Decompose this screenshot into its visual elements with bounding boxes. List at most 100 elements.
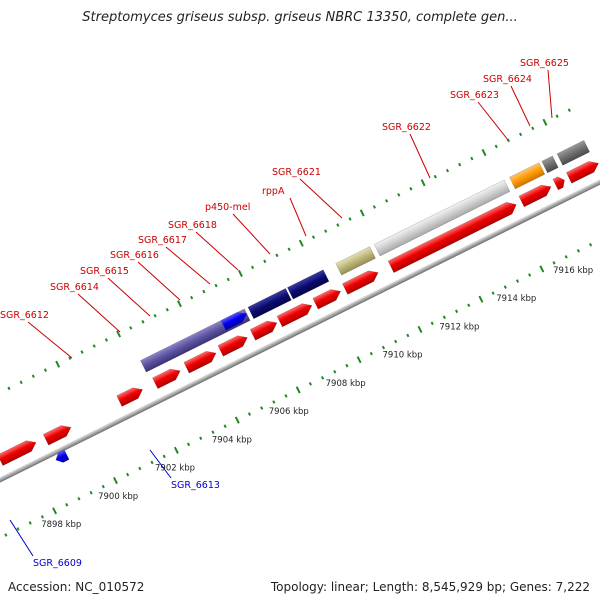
gene-feature[interactable] <box>140 308 251 373</box>
gene-feature[interactable] <box>276 300 315 328</box>
gene-feature[interactable] <box>342 267 380 295</box>
gene-feature[interactable] <box>312 286 343 310</box>
gene-label: SGR_6624 <box>483 74 532 85</box>
gene-feature[interactable] <box>247 288 292 320</box>
scale-tick <box>531 126 535 131</box>
gene-feature[interactable] <box>0 437 39 466</box>
scale-tick <box>470 156 474 161</box>
scale-tick <box>478 295 484 303</box>
scale-tick <box>199 436 203 441</box>
sequence-backbone <box>0 176 600 581</box>
scale-tick <box>503 285 507 289</box>
scale-tick <box>28 521 32 525</box>
scale-tick <box>101 484 105 489</box>
gene-feature[interactable] <box>565 158 600 184</box>
scale-tick <box>226 277 230 282</box>
leader-line <box>107 277 151 317</box>
scale-tick <box>321 376 325 380</box>
gene-feature[interactable] <box>541 155 559 174</box>
gene-feature[interactable] <box>42 422 73 446</box>
scale-tick <box>345 363 349 368</box>
gene-feature[interactable] <box>287 269 330 300</box>
gene-feature[interactable] <box>373 179 511 257</box>
scale-tick <box>336 223 340 227</box>
scale-labels: 7898 kbp 7900 kbp 7902 kbp 7904 kbp 7906 kbp… <box>41 266 593 530</box>
scale-tick <box>260 406 264 410</box>
scale-tick <box>576 249 580 253</box>
genome-summary-text: Topology: linear; Length: 8,545,929 bp; … <box>270 580 590 594</box>
upper-tick-row <box>7 108 571 391</box>
scale-tick <box>397 193 401 197</box>
scale-tick <box>369 351 373 356</box>
leader-line <box>149 449 172 479</box>
gene-label: SGR_6625 <box>520 58 569 69</box>
scale-tick <box>542 118 548 126</box>
scale-tick <box>417 325 423 333</box>
gene-feature[interactable] <box>220 309 249 331</box>
scale-tick <box>420 179 426 187</box>
gene-label: SGR_6614 <box>50 282 99 293</box>
scale-tick <box>481 148 487 157</box>
scale-label: 7900 kbp <box>98 492 138 502</box>
leader-line <box>77 293 121 333</box>
scale-tick <box>141 320 145 324</box>
scale-tick <box>372 205 376 209</box>
gene-feature[interactable] <box>335 246 376 276</box>
scale-label: 7910 kbp <box>383 351 423 361</box>
gene-feature[interactable] <box>217 332 250 357</box>
scale-label: 7906 kbp <box>269 407 309 417</box>
leader-line <box>289 197 307 237</box>
scale-tick <box>52 507 58 515</box>
scale-label: 7912 kbp <box>439 322 479 332</box>
scale-tick <box>68 356 72 360</box>
scale-tick <box>552 261 556 265</box>
scale-tick <box>116 330 122 338</box>
scale-tick <box>234 416 240 424</box>
gene-label: SGR_6621 <box>272 167 321 178</box>
scale-tick <box>539 265 545 273</box>
label-leader-lines <box>9 69 553 557</box>
gene-feature[interactable] <box>552 175 567 191</box>
scale-tick <box>202 289 206 294</box>
gene-feature[interactable] <box>53 449 70 465</box>
gene-feature[interactable] <box>387 199 519 273</box>
gene-feature[interactable] <box>509 162 546 190</box>
scale-tick <box>211 430 215 435</box>
leader-line <box>195 231 239 271</box>
scale-label: 7898 kbp <box>41 520 81 530</box>
gene-label: rppA <box>262 186 285 197</box>
gene-features <box>0 140 600 466</box>
scale-tick <box>298 239 304 247</box>
leader-line <box>137 261 181 301</box>
leader-line <box>232 213 271 255</box>
scale-tick <box>356 356 362 364</box>
scale-tick <box>89 490 93 495</box>
scale-tick <box>129 326 133 330</box>
scale-tick <box>43 368 48 372</box>
scale-tick <box>467 303 471 308</box>
scale-tick <box>394 339 398 344</box>
gene-feature[interactable] <box>518 181 554 208</box>
scale-tick <box>80 350 84 354</box>
gene-feature[interactable] <box>116 384 146 407</box>
scale-tick <box>433 174 437 179</box>
scale-tick <box>40 515 44 519</box>
gene-feature[interactable] <box>556 140 590 166</box>
gene-feature[interactable] <box>152 365 182 390</box>
scale-tick <box>359 209 365 217</box>
gene-feature[interactable] <box>183 348 219 374</box>
scale-tick <box>406 333 410 338</box>
scale-tick <box>19 380 23 385</box>
scale-tick <box>409 186 413 191</box>
scale-label: 7908 kbp <box>326 379 366 389</box>
scale-tick <box>104 338 108 342</box>
gene-label: SGR_6615 <box>80 266 129 277</box>
gene-feature[interactable] <box>249 317 280 341</box>
scale-tick <box>173 446 179 454</box>
scale-tick <box>324 229 328 233</box>
scale-tick <box>126 472 130 477</box>
scale-tick <box>564 255 568 259</box>
scale-tick <box>567 108 571 112</box>
scale-tick <box>491 291 495 295</box>
